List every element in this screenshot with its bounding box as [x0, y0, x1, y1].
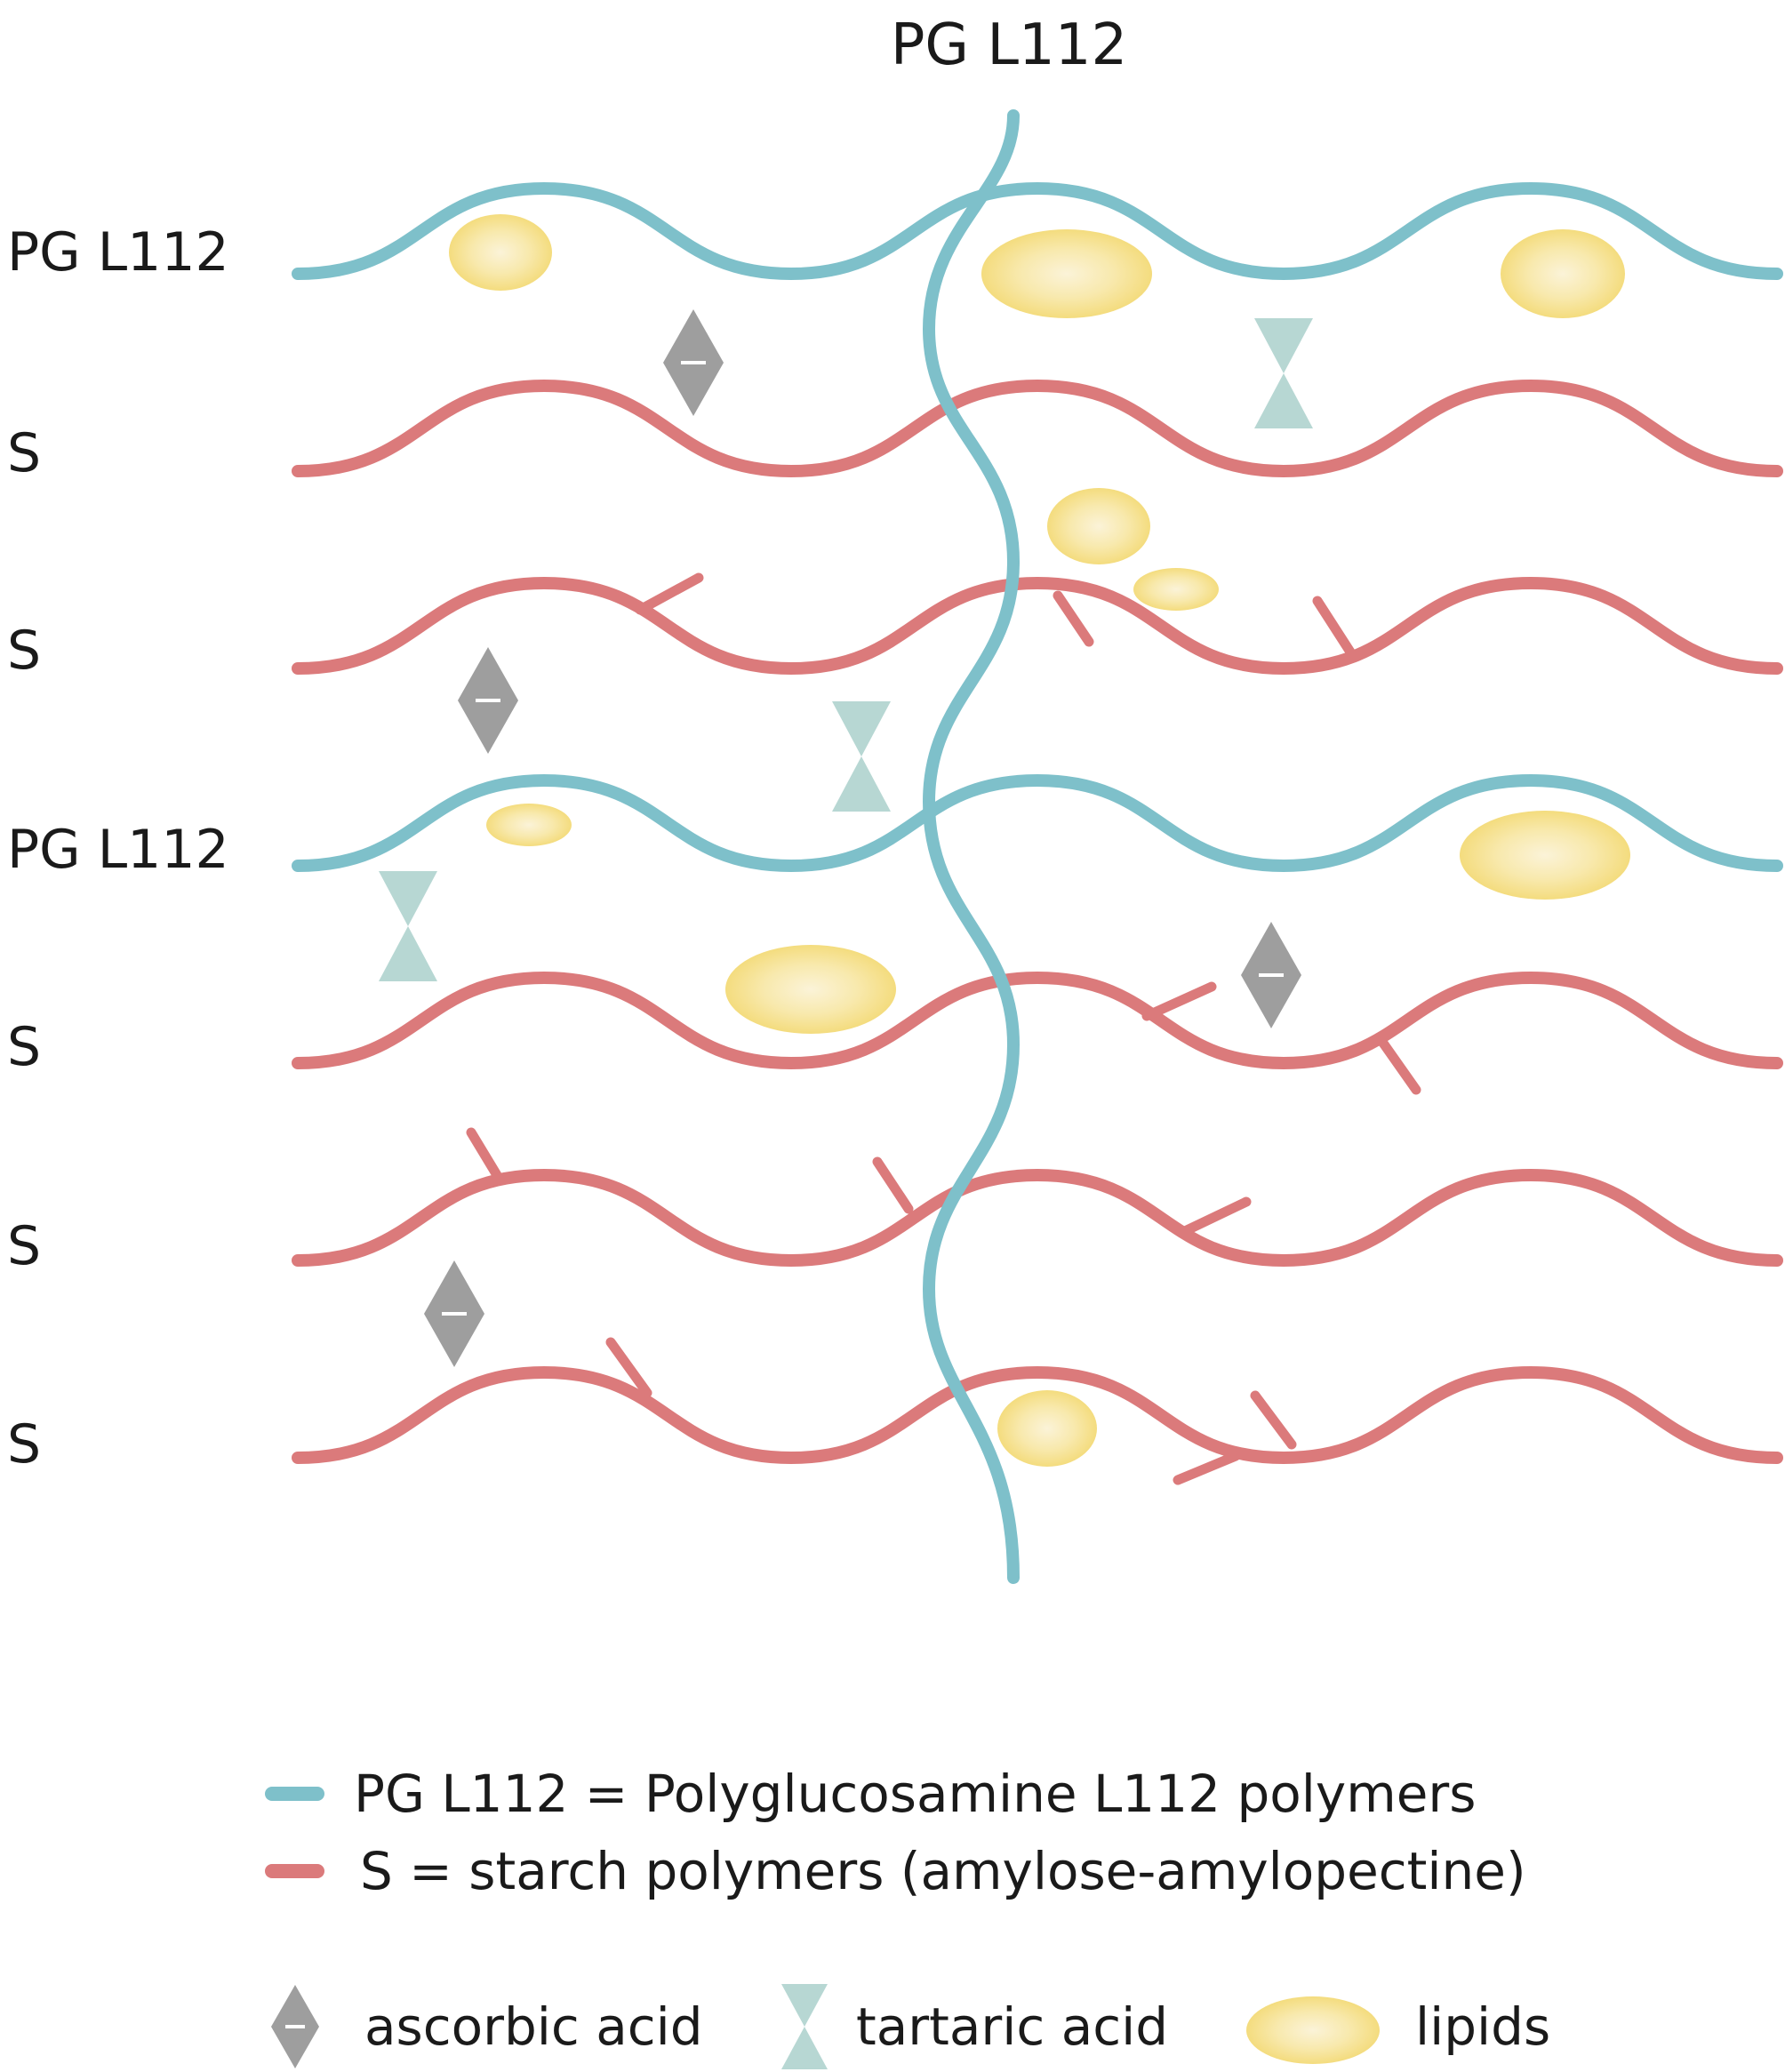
- starch-chain-3: [292, 972, 1783, 1069]
- ascorbic-acid-icon: [458, 647, 518, 754]
- chain-label-s-4: S: [7, 1215, 41, 1277]
- starch-branch: [1053, 590, 1094, 647]
- lipid-droplet: [449, 214, 552, 291]
- starch-chain-4: [292, 1169, 1783, 1267]
- tartaric-acid-icon: [1254, 318, 1313, 428]
- starch-branch: [466, 1127, 505, 1185]
- starch-branch: [1250, 1390, 1297, 1450]
- starch-branch: [1173, 1451, 1241, 1485]
- lipid-droplet: [1047, 488, 1150, 564]
- chain-waves: [292, 182, 1783, 1464]
- lipid-droplet: [997, 1390, 1097, 1467]
- starch-branch: [605, 1337, 652, 1398]
- pg-vertical-chain: [923, 109, 1020, 1584]
- legend-ascorbic-text: ascorbic acid: [364, 1996, 703, 2057]
- starch-branch: [1377, 1036, 1421, 1095]
- legend-pg-text: PG L112 = Polyglucosamine L112 polymers: [354, 1764, 1476, 1824]
- legend-lipids-text: lipids: [1415, 1996, 1550, 2057]
- legend-tartaric-text: tartaric acid: [856, 1996, 1168, 2057]
- legend-starch-text: S = starch polymers (amylose-amylopectin…: [360, 1841, 1526, 1901]
- ascorbic-acid-icon: [271, 1985, 319, 2068]
- tartaric-acid-icon: [832, 701, 891, 812]
- starch-branch: [872, 1156, 914, 1214]
- legend: PG L112 = Polyglucosamine L112 polymers …: [265, 1764, 1550, 2069]
- lipid-droplets: [449, 214, 1630, 1467]
- lipid-droplet: [1133, 568, 1219, 611]
- starch-chain-2: [292, 577, 1783, 675]
- ascorbic-acid-icon: [424, 1260, 484, 1367]
- ascorbic-acid-icon: [1241, 922, 1301, 1028]
- chain-label-s-2: S: [7, 620, 41, 682]
- tartaric-acid-icon: [781, 1984, 828, 2069]
- tartaric-acid-icon: [379, 871, 437, 981]
- lipid-droplet: [486, 804, 572, 846]
- chain-label-s-1: S: [7, 422, 41, 484]
- starch-chain-5: [292, 1366, 1783, 1464]
- tartaric-acid-molecules: [379, 318, 1313, 981]
- ascorbic-acid-molecules: [424, 309, 1301, 1367]
- starch-branch: [1141, 981, 1217, 1021]
- lipid-droplet: [1460, 811, 1630, 900]
- pg-chain-2: [292, 774, 1783, 872]
- chain-label-s-3: S: [7, 1016, 41, 1078]
- starch-branch: [1180, 1196, 1252, 1236]
- starch-branch: [1312, 596, 1357, 659]
- lipid-icon: [1246, 1996, 1380, 2064]
- chain-label-pg-2: PG L112: [7, 819, 229, 881]
- lipid-droplet: [1501, 229, 1625, 318]
- starch-branches: [466, 572, 1421, 1485]
- chain-label-pg-1: PG L112: [7, 221, 229, 284]
- lipid-droplet: [981, 229, 1152, 318]
- starch-chain-1: [292, 380, 1783, 477]
- lipid-droplet: [725, 945, 896, 1034]
- vertical-chain-label: PG L112: [891, 12, 1127, 78]
- pg-chain-1: [292, 182, 1783, 280]
- starch-branch: [635, 572, 704, 615]
- chain-label-s-5: S: [7, 1413, 41, 1476]
- ascorbic-acid-icon: [663, 309, 724, 416]
